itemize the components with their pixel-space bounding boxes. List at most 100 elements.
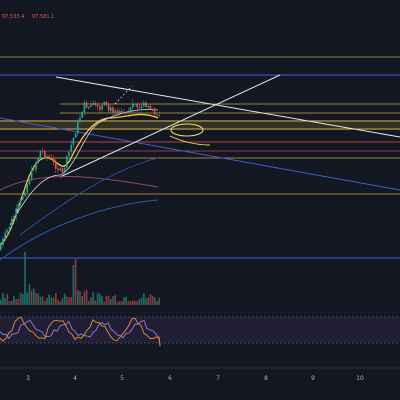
volume-bar xyxy=(8,301,11,305)
annotation-ellipse xyxy=(170,123,204,137)
x-tick-label: 6 xyxy=(168,375,172,382)
volume-bar xyxy=(92,292,94,305)
volume-bar xyxy=(103,301,105,305)
trendline-dashed xyxy=(114,85,133,105)
volume-bar xyxy=(151,295,154,305)
candle-body xyxy=(154,110,156,115)
candle-body xyxy=(37,157,39,163)
volume-bar xyxy=(15,299,17,305)
volume-bar xyxy=(52,297,55,305)
moving-averages xyxy=(0,109,159,261)
volume-bar xyxy=(24,252,26,305)
candle-body xyxy=(99,106,101,110)
ma-blue-line xyxy=(0,199,159,261)
volume-bar xyxy=(154,297,156,305)
candle-body xyxy=(118,111,121,113)
volume-bar xyxy=(46,298,48,305)
candle-body xyxy=(35,162,37,170)
candle-body xyxy=(127,110,130,113)
ma-white-line xyxy=(9,109,159,226)
candle-body xyxy=(101,105,103,110)
candle-body xyxy=(156,114,158,116)
candle-body xyxy=(66,156,68,168)
candle-body xyxy=(44,151,46,157)
candle-body xyxy=(94,102,97,106)
candle-body xyxy=(110,107,112,111)
candle-body xyxy=(55,161,57,169)
ma-slow-line xyxy=(0,176,159,191)
volume-bar xyxy=(6,293,9,305)
volume-bar xyxy=(125,296,127,305)
volume-bar xyxy=(70,297,72,305)
candle-body xyxy=(149,105,152,109)
volume-bar xyxy=(101,296,103,305)
candle-body xyxy=(48,156,50,159)
candle-body xyxy=(41,150,44,152)
volume-bar xyxy=(35,292,37,305)
candle-body xyxy=(57,168,59,171)
volume-bar xyxy=(118,300,121,305)
volume-bar xyxy=(158,297,160,305)
x-tick-label: 7 xyxy=(216,375,220,382)
volume-bar xyxy=(39,296,42,305)
volume-bar xyxy=(99,293,101,305)
volume-bar xyxy=(123,297,125,305)
volume-bar xyxy=(121,301,123,305)
volume-bar xyxy=(90,297,92,305)
candle-body xyxy=(8,226,11,230)
volume-bar xyxy=(81,295,83,305)
x-tick-label: 3 xyxy=(26,375,30,382)
volume-bar xyxy=(4,298,6,305)
candle-body xyxy=(96,105,99,107)
volume-bar xyxy=(66,296,68,305)
level-yellow-band xyxy=(0,120,400,130)
volume-bar xyxy=(0,299,2,305)
candle-body xyxy=(158,115,160,116)
candle-body xyxy=(85,102,88,108)
volume-bar xyxy=(77,290,79,305)
price-readout-left: 97,533.4 xyxy=(2,14,24,20)
candle-body xyxy=(0,244,2,250)
candle-body xyxy=(50,158,53,160)
volume-bar xyxy=(138,298,141,305)
candle-body xyxy=(105,102,108,105)
x-tick-label: 4 xyxy=(73,375,77,382)
volume-bar xyxy=(143,293,145,305)
volume-bar xyxy=(13,296,15,305)
candle-body xyxy=(30,170,33,181)
x-tick-label: 10 xyxy=(356,375,364,382)
volume-bar xyxy=(85,289,88,305)
candle-body xyxy=(132,103,134,108)
candle-body xyxy=(134,103,136,105)
candle-body xyxy=(107,104,110,111)
annotation-arrow xyxy=(169,135,211,146)
candle-body xyxy=(90,105,92,107)
candle-body xyxy=(125,111,127,113)
candle-body xyxy=(39,150,42,158)
candle-body xyxy=(63,167,66,173)
candle-body xyxy=(26,184,28,193)
volume-bar xyxy=(55,293,57,305)
volume-bar xyxy=(33,288,35,305)
ma-fast-line xyxy=(0,113,159,246)
volume-bars xyxy=(0,252,160,305)
volume-bar xyxy=(114,295,116,305)
candle-body xyxy=(121,111,123,113)
trendline-white-descending xyxy=(55,76,400,138)
candle-body xyxy=(11,219,13,227)
horizontal-levels xyxy=(0,56,400,259)
candle-body xyxy=(114,110,116,113)
volume-bar xyxy=(44,301,46,305)
volume-bar xyxy=(22,294,24,305)
volume-bar xyxy=(57,299,59,305)
candle-body xyxy=(28,180,31,185)
volume-bar xyxy=(28,284,31,305)
candle-body xyxy=(22,196,24,200)
candle-body xyxy=(77,121,79,134)
volume-bar xyxy=(83,291,86,305)
candlesticks xyxy=(0,98,160,251)
candle-body xyxy=(52,159,55,162)
volume-bar xyxy=(107,295,110,305)
candle-body xyxy=(68,151,70,157)
